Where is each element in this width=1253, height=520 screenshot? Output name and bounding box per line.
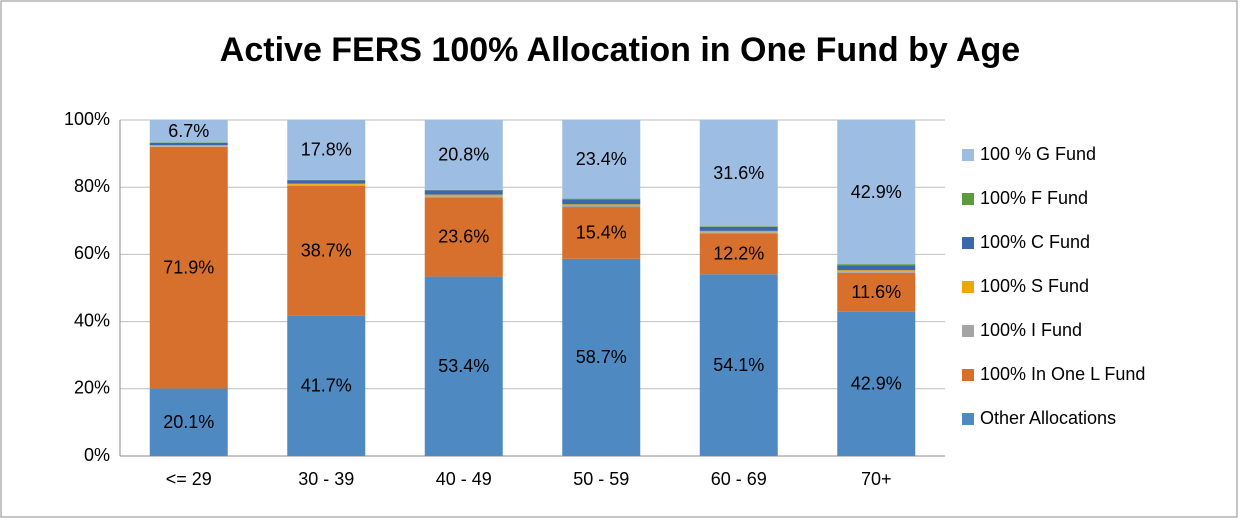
data-label: 53.4% bbox=[438, 356, 489, 376]
chart-title: Active FERS 100% Allocation in One Fund … bbox=[220, 31, 1020, 69]
bar-segment bbox=[149, 146, 228, 389]
x-tick-label: 30 - 39 bbox=[298, 469, 354, 489]
bar-segment bbox=[424, 196, 503, 198]
legend-swatch bbox=[962, 281, 974, 293]
bar-segment bbox=[699, 226, 778, 227]
data-label: 31.6% bbox=[713, 163, 764, 183]
bar-segment bbox=[149, 146, 228, 147]
bar-segment bbox=[424, 197, 503, 277]
legend-swatch bbox=[962, 369, 974, 381]
legend-swatch bbox=[962, 149, 974, 161]
legend-label: Other Allocations bbox=[980, 408, 1116, 428]
y-tick-label: 0% bbox=[84, 445, 110, 465]
bar-segment bbox=[424, 190, 503, 195]
data-label: 17.8% bbox=[301, 140, 352, 160]
x-tick-label: 60 - 69 bbox=[711, 469, 767, 489]
data-label: 20.8% bbox=[438, 145, 489, 165]
bar-segment bbox=[837, 271, 916, 273]
legend-label: 100% C Fund bbox=[980, 232, 1090, 252]
bar-segment bbox=[287, 183, 366, 185]
bar-segment bbox=[837, 265, 916, 271]
bar-segment bbox=[287, 120, 366, 180]
bar-segment bbox=[699, 230, 778, 233]
data-label: 11.6% bbox=[851, 282, 901, 302]
bar-segment bbox=[562, 204, 641, 207]
data-label: 42.9% bbox=[851, 182, 902, 202]
x-tick-label: 70+ bbox=[861, 469, 892, 489]
data-label: 12.2% bbox=[713, 243, 764, 263]
bar-segment bbox=[424, 194, 503, 197]
bar-segment bbox=[837, 120, 916, 265]
bar-segment bbox=[562, 198, 641, 200]
y-tick-label: 40% bbox=[74, 310, 110, 330]
data-label: 38.7% bbox=[301, 241, 352, 261]
legend-label: 100% In One L Fund bbox=[980, 364, 1145, 384]
bar-segment bbox=[424, 276, 503, 456]
bar-segment bbox=[287, 184, 366, 186]
x-tick-label: 50 - 59 bbox=[573, 469, 629, 489]
x-tick-label: 40 - 49 bbox=[436, 469, 492, 489]
bar-segment bbox=[699, 232, 778, 234]
legend-swatch bbox=[962, 325, 974, 337]
bar-segment bbox=[837, 264, 916, 266]
data-label: 58.7% bbox=[576, 347, 627, 367]
bar-segment bbox=[562, 199, 641, 205]
legend-label: 100% I Fund bbox=[980, 320, 1082, 340]
bar-segment bbox=[287, 180, 366, 184]
bar-segment bbox=[287, 185, 366, 316]
y-tick-label: 60% bbox=[74, 243, 110, 263]
data-label: 71.9% bbox=[163, 257, 214, 277]
bar-segment bbox=[562, 120, 641, 199]
bar-segment bbox=[149, 145, 228, 147]
data-label: 23.4% bbox=[576, 149, 627, 169]
bar-segment bbox=[287, 315, 366, 456]
legend-label: 100% S Fund bbox=[980, 276, 1089, 296]
data-label: 20.1% bbox=[163, 412, 214, 432]
bar-segment bbox=[837, 272, 916, 312]
bar-segment bbox=[149, 120, 228, 143]
bar-segment bbox=[424, 120, 503, 190]
bar-segment bbox=[562, 206, 641, 208]
data-label: 41.7% bbox=[301, 376, 352, 396]
data-label: 23.6% bbox=[438, 227, 489, 247]
y-tick-label: 100% bbox=[64, 109, 110, 129]
legend-swatch bbox=[962, 237, 974, 249]
bar-segment bbox=[562, 258, 641, 456]
data-label: 54.1% bbox=[713, 355, 764, 375]
legend-swatch bbox=[962, 413, 974, 425]
bar-segment bbox=[699, 233, 778, 275]
bar-segment bbox=[699, 226, 778, 231]
bar-segment bbox=[699, 274, 778, 456]
y-tick-label: 20% bbox=[74, 378, 110, 398]
bar-segment bbox=[149, 388, 228, 456]
bar-segment bbox=[562, 207, 641, 259]
data-label: 6.7% bbox=[168, 121, 209, 141]
data-label: 15.4% bbox=[576, 223, 627, 243]
legend-label: 100 % G Fund bbox=[980, 144, 1096, 164]
bar-segment bbox=[149, 142, 228, 146]
bar-segment bbox=[837, 270, 916, 272]
data-label: 42.9% bbox=[851, 374, 902, 394]
x-tick-label: <= 29 bbox=[166, 469, 212, 489]
y-tick-label: 80% bbox=[74, 176, 110, 196]
legend-swatch bbox=[962, 193, 974, 205]
legend-label: 100% F Fund bbox=[980, 188, 1088, 208]
bar-segment bbox=[837, 311, 916, 456]
bar-segment bbox=[699, 120, 778, 227]
